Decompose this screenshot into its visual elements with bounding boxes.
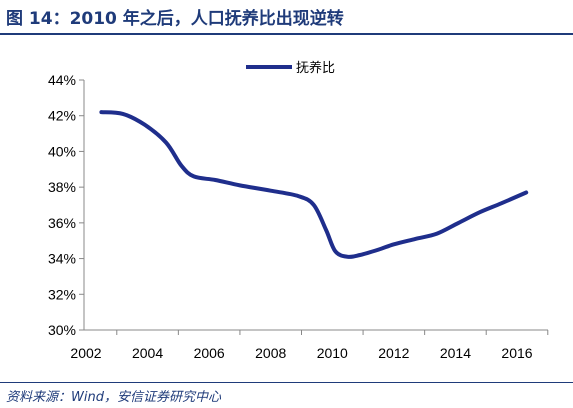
x-tick-label: 2014 — [440, 345, 471, 361]
x-tick-label: 2016 — [501, 345, 532, 361]
x-tick-label: 2002 — [70, 345, 101, 361]
y-tick-label: 36% — [48, 215, 76, 231]
y-tick-label: 38% — [48, 179, 76, 195]
source-note: 资料来源：Wind，安信证券研究中心 — [6, 390, 221, 405]
legend: 抚养比 — [246, 60, 335, 76]
x-tick-label: 2004 — [132, 345, 163, 361]
axes: 30% 32% 34% 36% 38% 40% 42% 44% 2002 2004 2006 2008… — [48, 72, 549, 361]
x-tick-label: 2012 — [378, 345, 409, 361]
legend-label: 抚养比 — [296, 60, 335, 76]
x-tick-label: 2010 — [317, 345, 348, 361]
x-tick-label: 2008 — [255, 345, 286, 361]
y-tick-label: 34% — [48, 251, 76, 267]
y-tick-label: 32% — [48, 286, 76, 302]
y-tick-label: 44% — [48, 72, 76, 88]
y-tick-label: 40% — [48, 143, 76, 159]
title-divider — [0, 33, 573, 35]
y-tick-label: 30% — [48, 322, 76, 338]
series-line — [99, 110, 529, 259]
source-divider — [0, 382, 573, 383]
figure-title: 图 14：2010 年之后，人口抚养比出现逆转 — [6, 9, 344, 29]
y-tick-label: 42% — [48, 108, 76, 124]
x-tick-label: 2006 — [194, 345, 225, 361]
series-layer — [99, 110, 529, 259]
